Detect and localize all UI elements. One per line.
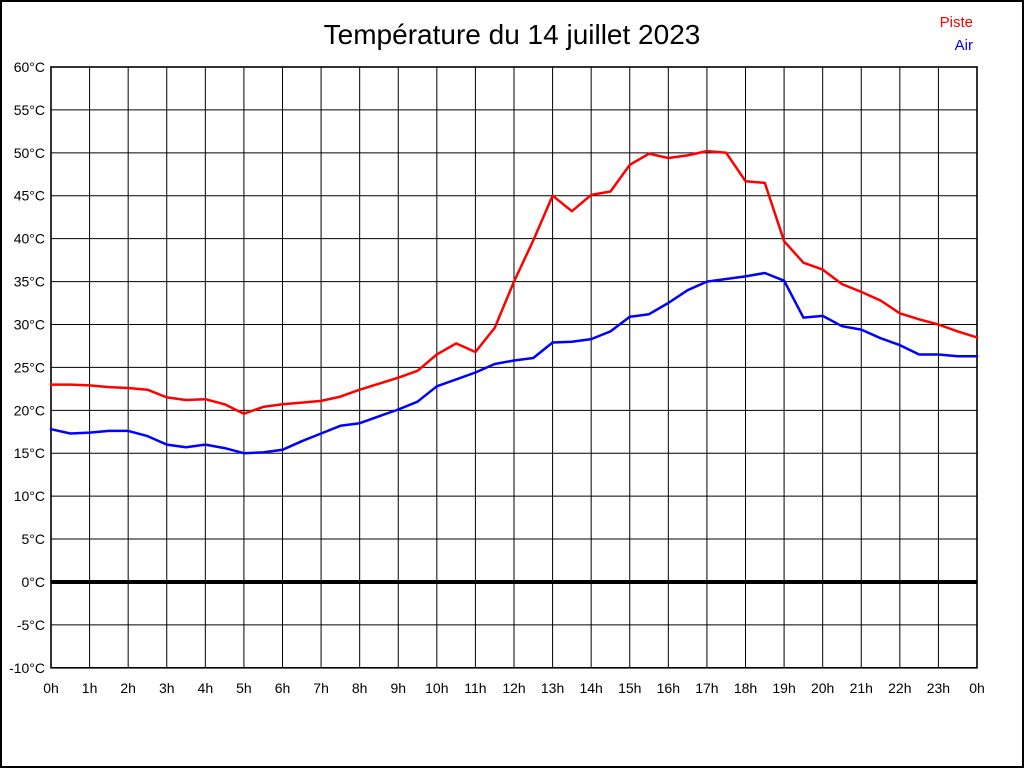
legend-item-piste: Piste bbox=[939, 14, 973, 31]
y-axis-tick-label: 15°C bbox=[14, 445, 45, 461]
y-axis-tick-label: 5°C bbox=[22, 531, 46, 547]
x-axis-tick-label: 0h bbox=[969, 680, 985, 696]
y-axis-tick-label: 60°C bbox=[14, 59, 45, 75]
chart-title: Température du 14 juillet 2023 bbox=[323, 19, 701, 50]
x-axis-tick-label: 13h bbox=[541, 680, 564, 696]
y-axis-tick-label: -10°C bbox=[9, 660, 45, 676]
x-axis-tick-label: 0h bbox=[43, 680, 59, 696]
x-axis-tick-label: 12h bbox=[502, 680, 525, 696]
x-axis-tick-label: 5h bbox=[236, 680, 252, 696]
x-axis-tick-label: 7h bbox=[313, 680, 329, 696]
plot-border bbox=[50, 66, 978, 669]
x-axis-tick-label: 11h bbox=[464, 680, 486, 696]
legend-item-air: Air bbox=[954, 37, 973, 54]
x-axis-tick-label: 3h bbox=[159, 680, 175, 696]
y-axis-tick-label: 20°C bbox=[14, 402, 45, 418]
y-axis-tick-label: 25°C bbox=[14, 359, 45, 375]
x-axis-tick-label: 23h bbox=[927, 680, 950, 696]
x-axis-tick-label: 9h bbox=[390, 680, 406, 696]
x-axis-tick-label: 8h bbox=[352, 680, 368, 696]
x-axis-tick-label: 10h bbox=[425, 680, 448, 696]
y-axis-tick-label: 10°C bbox=[14, 488, 45, 504]
x-axis-tick-label: 4h bbox=[198, 680, 214, 696]
x-axis-tick-label: 16h bbox=[657, 680, 680, 696]
x-axis-tick-label: 21h bbox=[850, 680, 873, 696]
y-axis-tick-label: 0°C bbox=[22, 574, 46, 590]
y-axis-tick-label: 45°C bbox=[14, 188, 45, 204]
x-axis-tick-label: 20h bbox=[811, 680, 834, 696]
x-axis-tick-label: 19h bbox=[772, 680, 795, 696]
x-axis-tick-label: 6h bbox=[275, 680, 291, 696]
y-axis-tick-label: 40°C bbox=[14, 231, 45, 247]
x-axis-tick-label: 2h bbox=[120, 680, 136, 696]
legend: Piste Air bbox=[940, 11, 973, 57]
piste-line bbox=[49, 149, 979, 415]
y-axis-tick-label: 30°C bbox=[14, 316, 45, 332]
y-axis-tick-label: -5°C bbox=[17, 617, 45, 633]
x-axis-tick-label: 17h bbox=[695, 680, 718, 696]
air-line bbox=[49, 271, 979, 455]
y-axis-tick-label: 50°C bbox=[14, 145, 45, 161]
x-axis-tick-label: 18h bbox=[734, 680, 757, 696]
y-axis-tick-label: 35°C bbox=[14, 274, 45, 290]
y-axis-tick-label: 55°C bbox=[14, 102, 45, 118]
x-axis-tick-label: 22h bbox=[888, 680, 911, 696]
x-axis-tick-label: 15h bbox=[618, 680, 641, 696]
x-axis-tick-label: 1h bbox=[82, 680, 98, 696]
x-axis-tick-label: 14h bbox=[579, 680, 602, 696]
